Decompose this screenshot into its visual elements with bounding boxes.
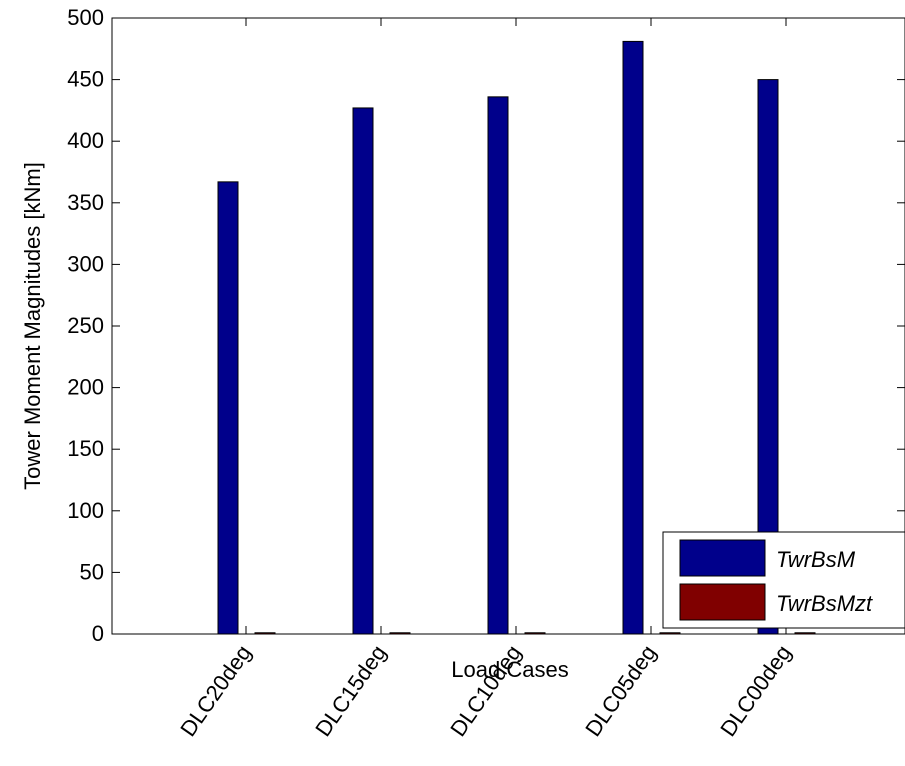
- x-tick-label: DLC10deg: [445, 641, 526, 742]
- y-tick-label: 200: [67, 375, 104, 400]
- x-tick-label: DLC15deg: [310, 641, 391, 742]
- bar-twrbsm-dlc20deg: [217, 181, 239, 635]
- x-axis-label: Load Cases: [451, 657, 568, 682]
- y-tick-label: 300: [67, 251, 104, 276]
- legend-swatch-twrbsm: [679, 539, 766, 577]
- legend: TwrBsM TwrBsMzt: [662, 531, 905, 629]
- y-tick-label: 350: [67, 190, 104, 215]
- x-tick-label: DLC05deg: [580, 641, 661, 742]
- bar-twrbsmzt-dlc00deg: [794, 632, 816, 635]
- bars-group: [217, 40, 816, 635]
- y-tick-label: 250: [67, 313, 104, 338]
- legend-label-twrbsm: TwrBsM: [776, 547, 856, 572]
- bar-twrbsm-dlc10deg: [487, 96, 509, 635]
- y-axis-label: Tower Moment Magnitudes [kNm]: [20, 162, 45, 490]
- y-tick-label: 150: [67, 436, 104, 461]
- y-tick-label: 50: [80, 559, 104, 584]
- bar-twrbsm-dlc00deg: [757, 79, 779, 635]
- y-tick-label: 500: [67, 5, 104, 30]
- x-tick-label: DLC20deg: [175, 641, 256, 742]
- bar-twrbsmzt-dlc10deg: [524, 632, 546, 635]
- bar-twrbsmzt-dlc05deg: [659, 632, 681, 635]
- x-tick-label: DLC00deg: [715, 641, 796, 742]
- bar-twrbsm-dlc15deg: [352, 107, 374, 635]
- legend-swatch-twrbsmzt: [679, 583, 766, 621]
- bar-twrbsmzt-dlc20deg: [254, 632, 276, 635]
- bar-twrbsm-dlc05deg: [622, 40, 644, 635]
- y-axis-ticks: 0 50 100 150 200 250 300 350 400 450 500: [67, 5, 905, 646]
- y-tick-label: 450: [67, 67, 104, 92]
- y-tick-label: 400: [67, 128, 104, 153]
- legend-label-twrbsmzt: TwrBsMzt: [776, 591, 873, 616]
- y-tick-label: 100: [67, 498, 104, 523]
- bar-twrbsmzt-dlc15deg: [389, 632, 411, 635]
- y-tick-label: 0: [92, 621, 104, 646]
